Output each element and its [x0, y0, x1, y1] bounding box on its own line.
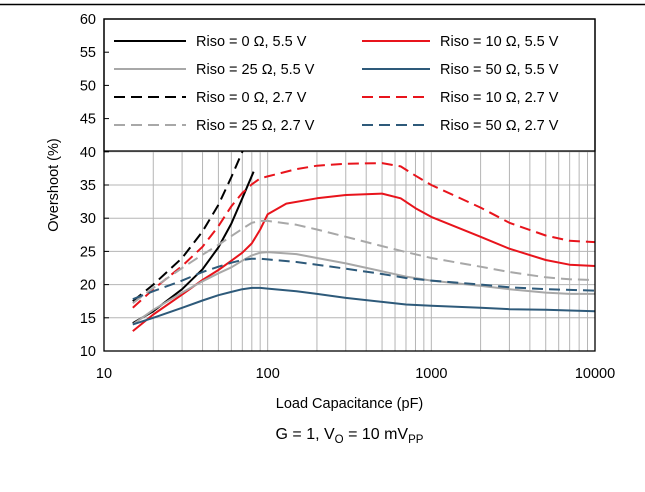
y-tick-label: 45 — [80, 112, 96, 128]
caption-main: G = 1, V — [276, 426, 335, 443]
y-tick-label: 40 — [80, 145, 96, 161]
legend: Riso = 0 Ω, 5.5 V Riso = 10 Ω, 5.5 V Riso … — [103, 18, 596, 152]
y-tick-label: 25 — [80, 244, 96, 260]
y-tick-label: 55 — [80, 45, 96, 61]
chart-caption: G = 1, VO = 10 mVPP — [276, 426, 424, 446]
x-tick-label: 100 — [256, 366, 280, 382]
y-tick-label: 15 — [80, 311, 96, 327]
legend-label-6: Riso = 10 Ω, 2.7 V — [440, 90, 559, 106]
series-line-2 — [132, 192, 596, 332]
y-tick-label: 30 — [80, 211, 96, 227]
y-tick-label: 60 — [80, 12, 96, 28]
x-axis-label: Load Capacitance (pF) — [276, 396, 424, 412]
x-tick-label: 1000 — [415, 366, 447, 382]
x-tick-label: 10000 — [575, 366, 615, 382]
legend-label-3: Riso = 25 Ω, 5.5 V — [196, 62, 315, 78]
y-axis-label: Overshoot (%) — [46, 138, 62, 231]
caption-sub-o: O — [335, 434, 344, 446]
legend-label-1: Riso = 0 Ω, 5.5 V — [196, 34, 307, 50]
y-tick-label: 35 — [80, 178, 96, 194]
caption-mid: = 10 mV — [344, 426, 409, 443]
series-line-1 — [132, 171, 255, 324]
x-tick-label: 10 — [96, 366, 112, 382]
legend-label-4: Riso = 50 Ω, 5.5 V — [440, 62, 559, 78]
legend-label-5: Riso = 0 Ω, 2.7 V — [196, 90, 307, 106]
y-tick-label: 20 — [80, 278, 96, 294]
y-axis-ticks: 10 15 20 25 30 35 40 45 50 55 60 — [80, 12, 109, 360]
caption-sub-pp: PP — [408, 434, 424, 446]
series-line-6 — [132, 162, 596, 309]
legend-label-8: Riso = 50 Ω, 2.7 V — [440, 118, 559, 134]
x-axis-ticks: 10 100 1000 10000 — [96, 366, 615, 382]
series-line-8 — [132, 257, 596, 301]
series-line-7 — [132, 219, 596, 305]
legend-label-2: Riso = 10 Ω, 5.5 V — [440, 34, 559, 50]
series-line-4 — [132, 286, 596, 326]
y-tick-label: 50 — [80, 78, 96, 94]
series-lines — [132, 131, 596, 332]
y-tick-label: 10 — [80, 344, 96, 360]
series-line-3 — [132, 251, 595, 326]
legend-label-7: Riso = 25 Ω, 2.7 V — [196, 118, 315, 134]
